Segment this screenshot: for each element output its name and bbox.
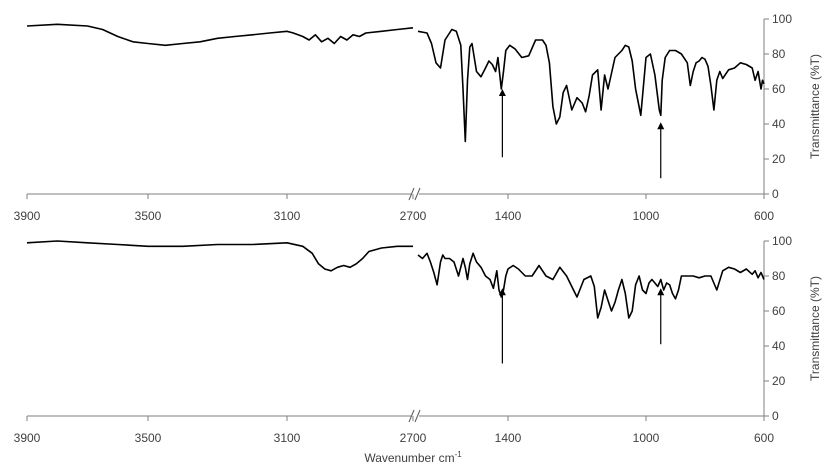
x-tick-label: 600 bbox=[754, 209, 774, 223]
peak-arrow bbox=[657, 288, 665, 345]
spectrum-trace-segment bbox=[417, 28, 765, 143]
axis-break-mark bbox=[408, 187, 415, 201]
y-tick-label: 20 bbox=[772, 152, 786, 166]
x-axis-title-main: Wavenumber cm bbox=[364, 451, 454, 465]
x-tick-label: 1000 bbox=[633, 431, 660, 445]
y-tick-label: 100 bbox=[772, 234, 792, 248]
y-tick-label: 80 bbox=[772, 269, 786, 283]
peak-arrow bbox=[498, 89, 506, 158]
x-tick-label: 3100 bbox=[274, 431, 301, 445]
y-axis-title: Transmittance (%T) bbox=[808, 54, 822, 159]
x-tick-label: 600 bbox=[754, 431, 774, 445]
y-tick-label: 60 bbox=[772, 304, 786, 318]
y-tick-label: 80 bbox=[772, 47, 786, 61]
spectrum-trace-segment bbox=[26, 240, 413, 272]
y-tick-label: 100 bbox=[772, 12, 792, 26]
y-tick-label: 0 bbox=[772, 409, 779, 423]
x-tick-label: 3100 bbox=[274, 209, 301, 223]
peak-arrow bbox=[498, 288, 506, 364]
x-tick-label: 1000 bbox=[633, 209, 660, 223]
y-tick-label: 20 bbox=[772, 374, 786, 388]
y-tick-label: 0 bbox=[772, 187, 779, 201]
x-tick-label: 1400 bbox=[495, 209, 522, 223]
y-tick-label: 40 bbox=[772, 339, 786, 353]
y-tick-label: 40 bbox=[772, 117, 786, 131]
x-axis-title: Wavenumber cm-1 bbox=[364, 450, 462, 465]
axis-break-mark bbox=[414, 409, 421, 423]
x-tick-label: 3500 bbox=[135, 209, 162, 223]
bottom-spectrum-panel: 3900 3500 3100 2700 1400 1000 600 0 20 40 60 80 100 T… bbox=[14, 234, 822, 445]
axis-break-mark bbox=[408, 409, 415, 423]
y-axis-title: Transmittance (%T) bbox=[808, 276, 822, 381]
x-tick-label: 2700 bbox=[400, 431, 427, 445]
spectrum-trace-segment bbox=[26, 23, 414, 47]
y-tick-label: 60 bbox=[772, 82, 786, 96]
x-tick-label: 3900 bbox=[14, 431, 41, 445]
x-tick-label: 2700 bbox=[400, 209, 427, 223]
spectrum-trace-segment bbox=[417, 252, 765, 319]
x-tick-label: 3900 bbox=[14, 209, 41, 223]
x-tick-label: 1400 bbox=[495, 431, 522, 445]
x-axis-title-superscript: -1 bbox=[455, 450, 463, 459]
axis-break-mark bbox=[414, 187, 421, 201]
peak-arrow bbox=[657, 122, 665, 179]
top-spectrum-panel: 3900 3500 3100 2700 1400 1000 600 0 20 40 60 80 100 T… bbox=[14, 12, 822, 223]
x-tick-label: 3500 bbox=[135, 431, 162, 445]
